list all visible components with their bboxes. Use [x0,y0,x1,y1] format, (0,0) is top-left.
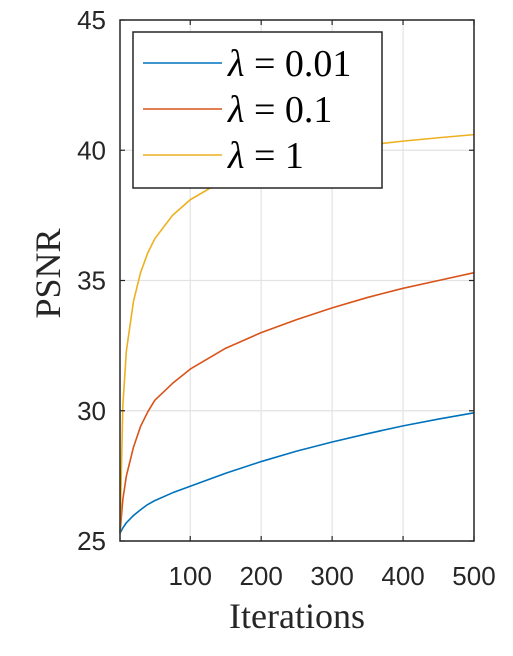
legend-items: λ = 0.01λ = 0.1λ = 1 [143,43,351,177]
x-tick-label: 100 [169,561,212,591]
legend-label: λ = 0.01 [227,43,351,85]
axis-ticks [120,19,475,542]
y-tick-label: 35 [77,266,106,296]
x-tick-label: 500 [452,561,495,591]
y-tick-label: 40 [77,135,106,165]
legend-label: λ = 1 [227,135,304,177]
legend-label: λ = 0.1 [227,89,332,131]
x-tick-label: 200 [239,561,282,591]
series-line [119,133,475,534]
legend: λ = 0.01λ = 0.1λ = 1 [132,31,383,189]
series-line [119,271,475,534]
y-tick-label: 25 [77,526,106,556]
series-line [119,412,475,534]
y-axis-title: PSNR [28,228,68,318]
x-tick-label: 400 [381,561,424,591]
x-tick-label: 300 [310,561,353,591]
series-lines [119,133,475,534]
legend-box [132,31,383,189]
tick-labels: 100 200 300 400 500 25 30 35 40 45 [77,5,496,591]
y-tick-label: 45 [77,5,106,35]
x-axis-title: Iterations [229,596,365,636]
y-tick-label: 30 [77,396,106,426]
